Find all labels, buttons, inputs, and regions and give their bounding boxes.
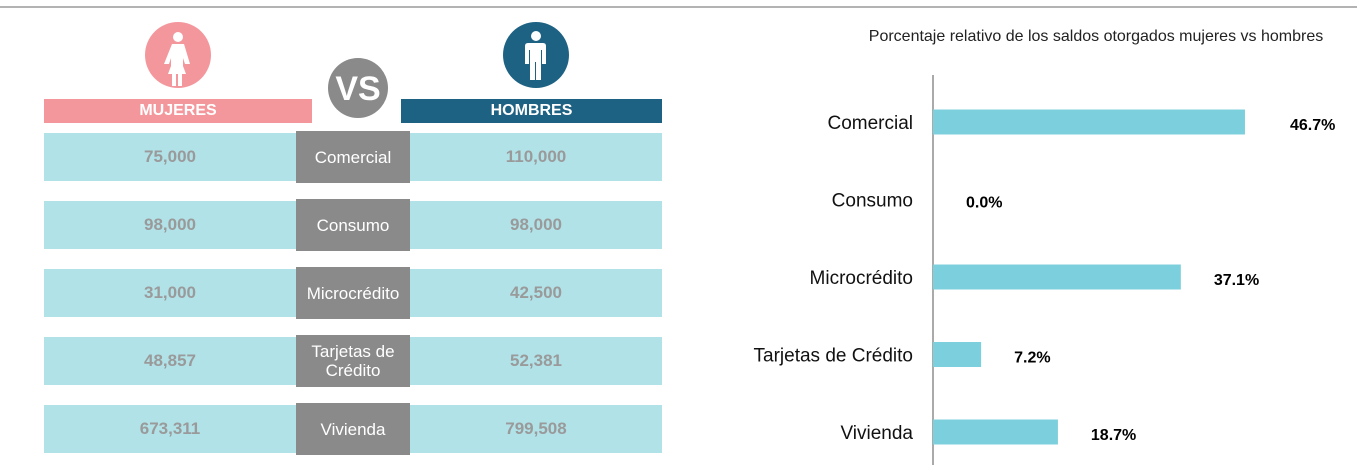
value-label: 18.7% (1091, 427, 1136, 444)
value-label: 7.2% (1014, 350, 1050, 367)
chart-title: Porcentaje relativo de los saldos otorga… (868, 28, 1324, 45)
category-label: Tarjetas de Crédito (296, 335, 410, 387)
bar (933, 109, 1245, 135)
women-value: 673,311 (139, 419, 201, 438)
women-value: 98,000 (144, 215, 196, 234)
category-label: Microcrédito (810, 268, 913, 289)
category-label: Consumo (296, 199, 410, 251)
bar (933, 342, 982, 367)
women-icon (145, 22, 211, 88)
category-label: Microcrédito (296, 267, 410, 319)
vs-badge (328, 58, 388, 118)
value-label: 37.1% (1214, 272, 1259, 289)
women-value: 75,000 (144, 147, 196, 166)
men-value: 52,381 (510, 351, 562, 370)
header-women: MUJERES (44, 99, 312, 123)
men-value: 110,000 (505, 147, 567, 166)
category-label: Comercial (296, 131, 410, 183)
bar (933, 264, 1181, 290)
men-icon (503, 22, 569, 88)
vs-label: VS (335, 70, 380, 108)
value-label: 46.7% (1290, 117, 1335, 134)
men-value: 98,000 (510, 215, 562, 234)
category-label: Vivienda (296, 403, 410, 455)
bar (933, 419, 1058, 445)
category-label: Tarjetas de Crédito (754, 346, 913, 367)
women-value: 31,000 (144, 283, 196, 302)
category-label: Vivienda (840, 423, 913, 444)
category-label: Consumo (832, 191, 913, 212)
header-men: HOMBRES (401, 99, 662, 123)
men-value: 42,500 (510, 283, 562, 302)
women-value: 48,857 (144, 351, 196, 370)
category-label: Comercial (827, 113, 913, 134)
value-label: 0.0% (966, 195, 1002, 212)
men-value: 799,508 (505, 419, 567, 438)
bar-chart: Comercial 46.7% Consumo 0.0% Microcrédito 37.… (754, 109, 1335, 445)
